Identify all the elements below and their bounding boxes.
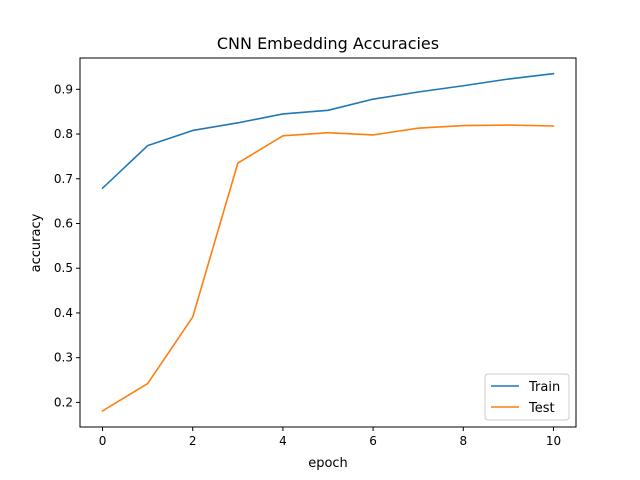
x-tick-label: 10	[546, 434, 561, 448]
chart-title: CNN Embedding Accuracies	[217, 34, 439, 53]
x-axis-label: epoch	[308, 456, 348, 471]
series-line-test	[101, 124, 555, 412]
series-line-train	[101, 72, 555, 190]
x-tick-label: 8	[459, 434, 467, 448]
y-axis-label: accuracy	[29, 213, 44, 272]
y-tick-label: 0.3	[54, 351, 73, 365]
x-axis-ticks: 0 2 4 6 8 10	[99, 427, 561, 448]
x-tick-label: 6	[369, 434, 377, 448]
y-tick-label: 0.9	[54, 82, 73, 96]
y-tick-label: 0.8	[54, 127, 73, 141]
plot-frame	[79, 57, 577, 428]
legend: Train Test	[484, 373, 570, 421]
y-tick-label: 0.7	[54, 172, 73, 186]
legend-label-test: Test	[528, 401, 555, 416]
y-tick-label: 0.5	[54, 261, 73, 275]
x-tick-label: 4	[279, 434, 287, 448]
y-axis-ticks: 0.2 0.3 0.4 0.5 0.6 0.7 0.8 0.9	[54, 82, 80, 409]
y-tick-label: 0.4	[54, 306, 73, 320]
x-tick-label: 2	[189, 434, 197, 448]
series-layer	[101, 72, 555, 412]
x-tick-label: 0	[99, 434, 107, 448]
y-tick-label: 0.2	[54, 395, 73, 409]
plot-area	[79, 57, 577, 428]
legend-label-train: Train	[528, 380, 560, 395]
y-tick-label: 0.6	[54, 216, 73, 230]
